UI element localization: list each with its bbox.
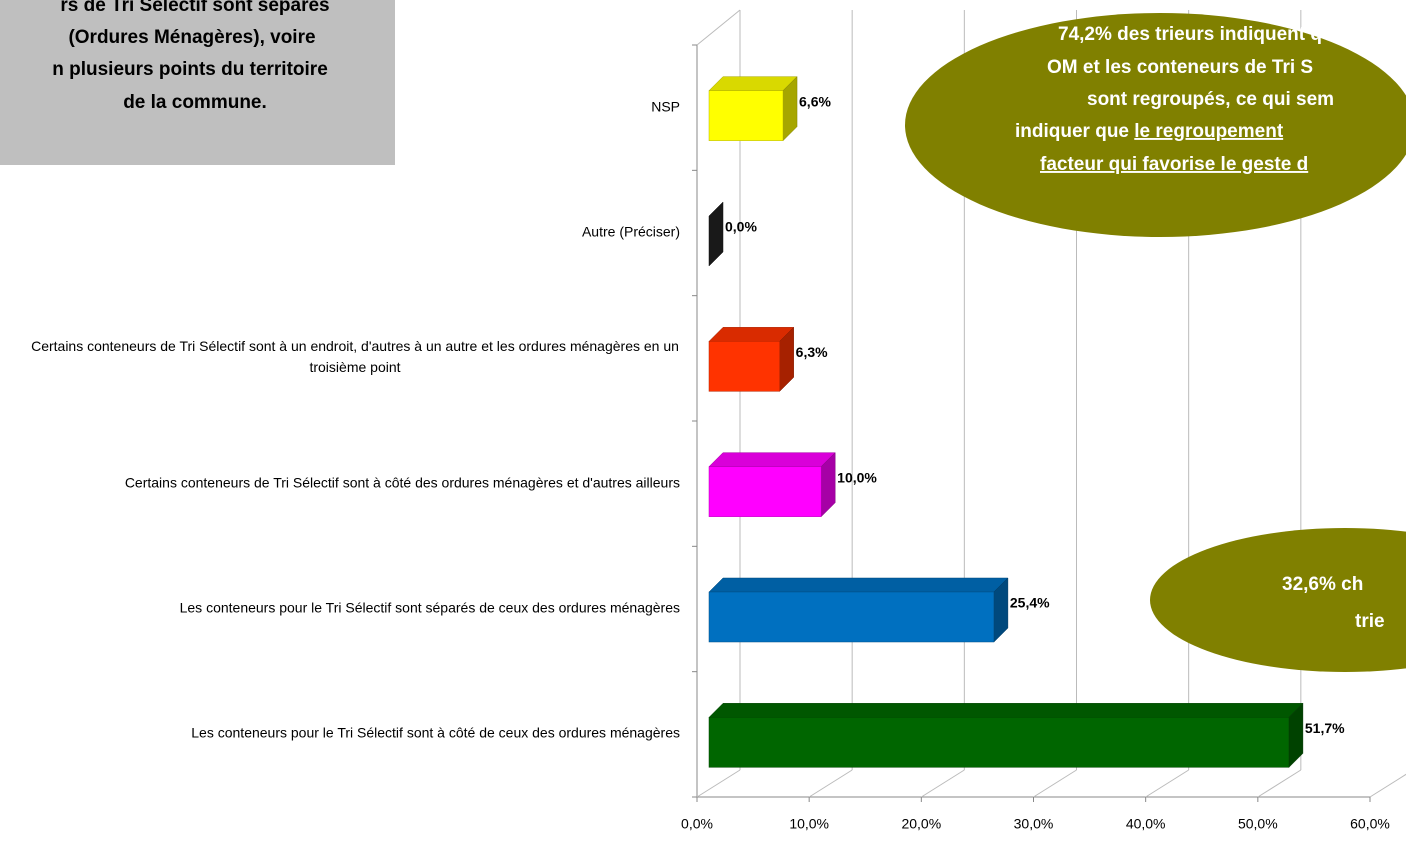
value-label: 10,0% xyxy=(837,469,877,485)
y-tick-label: Les conteneurs pour le Tri Sélectif sont… xyxy=(179,599,680,616)
grid-line xyxy=(921,769,965,798)
callout-text: le regroupement xyxy=(1134,121,1284,142)
bar-front xyxy=(708,90,784,141)
callout-text: indiquer que xyxy=(1015,121,1134,142)
plot-area: 0,0% 10,0% 20,0% 30,0% 40,0% 50,0% 60,0% 6,6% 0,… xyxy=(681,9,1406,832)
y-tick-label: Certains conteneurs de Tri Sélectif sont… xyxy=(124,474,680,491)
bar-top xyxy=(708,327,795,342)
value-label: 6,3% xyxy=(796,344,828,360)
callout-text: OM et les conteneurs de Tri S xyxy=(1047,57,1313,78)
grid-line xyxy=(1033,769,1077,798)
x-tick-label: 30,0% xyxy=(1014,816,1054,832)
grid-line xyxy=(696,769,741,798)
value-label: 0,0% xyxy=(725,219,757,235)
bar-top xyxy=(708,703,1304,718)
wall-line xyxy=(696,9,741,46)
callout-text: indiquer que le regroupement xyxy=(1015,121,1284,142)
bar-front xyxy=(708,341,780,392)
bar xyxy=(708,201,724,267)
y-tick-label: Les conteneurs pour le Tri Sélectif sont… xyxy=(191,724,680,741)
callout-text: 74,2% des trieurs indiquent q xyxy=(1058,24,1322,45)
grid-line xyxy=(1145,769,1189,798)
bar-front xyxy=(708,717,1290,768)
note-text: (Ordures Ménagères), voire xyxy=(68,27,315,48)
grid-line xyxy=(1257,769,1302,798)
y-tick-label: NSP xyxy=(651,98,680,115)
callout-text: trie xyxy=(1355,611,1385,632)
bar xyxy=(708,452,836,518)
value-label: 51,7% xyxy=(1305,720,1345,736)
note-text: rs de Tri Sélectif sont séparés xyxy=(60,0,329,16)
callout-text: sont regroupés, ce qui sem xyxy=(1087,89,1334,110)
x-tick-label: 20,0% xyxy=(901,816,941,832)
y-tick-label: Autre (Préciser) xyxy=(581,223,680,240)
bar xyxy=(708,326,795,392)
x-tick-label: 50,0% xyxy=(1238,816,1278,832)
bar-front xyxy=(708,466,822,517)
callout-ellipse xyxy=(1150,528,1406,672)
grid-line xyxy=(808,769,853,798)
bar-top xyxy=(708,76,798,91)
value-label: 25,4% xyxy=(1010,595,1050,611)
grid-line xyxy=(1369,773,1406,798)
y-tick-label: Certains conteneurs de Tri Sélectif sont… xyxy=(31,338,679,376)
x-tick-label: 0,0% xyxy=(681,816,713,832)
note-text: de la commune. xyxy=(123,92,267,113)
bar xyxy=(708,577,1009,643)
bar xyxy=(708,702,1304,768)
note-text: n plusieurs points du territoire xyxy=(52,59,328,80)
value-label: 6,6% xyxy=(799,93,831,109)
note-box xyxy=(0,0,395,165)
x-tick-label: 10,0% xyxy=(789,816,829,832)
bar-top xyxy=(708,577,1009,593)
bar-front xyxy=(708,591,995,643)
x-tick-label: 40,0% xyxy=(1126,816,1166,832)
bar-top xyxy=(708,452,836,467)
callout-ellipse xyxy=(905,13,1406,237)
callout-text: 32,6% ch xyxy=(1282,574,1363,595)
callout-text: facteur qui favorise le geste d xyxy=(1040,154,1308,175)
bar-side xyxy=(708,201,724,267)
bar xyxy=(708,76,798,142)
x-tick-label: 60,0% xyxy=(1350,816,1390,832)
